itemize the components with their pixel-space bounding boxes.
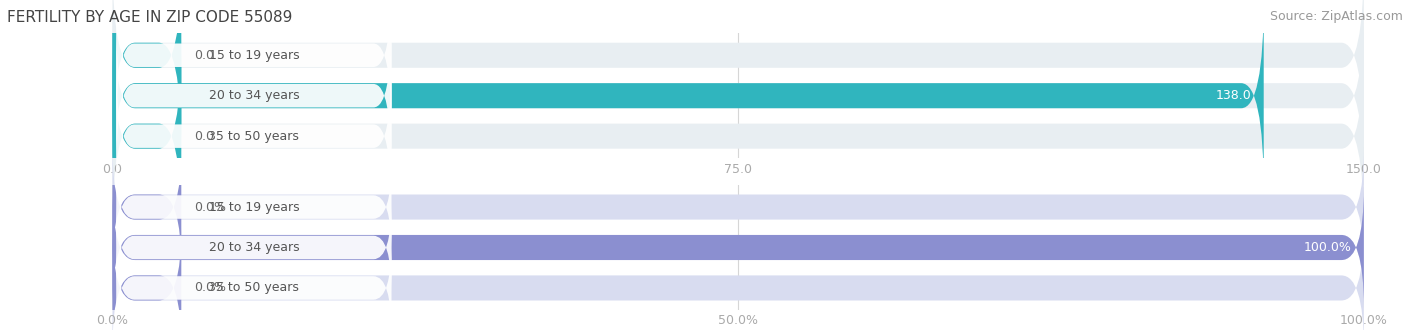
Text: 35 to 50 years: 35 to 50 years [208,281,299,294]
Text: 20 to 34 years: 20 to 34 years [208,241,299,254]
Text: 20 to 34 years: 20 to 34 years [208,89,299,102]
FancyBboxPatch shape [112,0,1264,192]
FancyBboxPatch shape [112,0,181,152]
FancyBboxPatch shape [112,147,1364,267]
FancyBboxPatch shape [112,40,1364,233]
Text: 100.0%: 100.0% [1303,241,1351,254]
FancyBboxPatch shape [117,60,391,212]
FancyBboxPatch shape [117,160,391,253]
FancyBboxPatch shape [117,0,391,131]
Text: 0.0: 0.0 [194,130,214,143]
FancyBboxPatch shape [112,228,181,330]
FancyBboxPatch shape [117,242,391,330]
FancyBboxPatch shape [112,0,1364,192]
FancyBboxPatch shape [112,187,1364,308]
FancyBboxPatch shape [112,0,1364,152]
FancyBboxPatch shape [112,40,181,233]
Text: Source: ZipAtlas.com: Source: ZipAtlas.com [1270,10,1403,23]
FancyBboxPatch shape [112,187,1364,308]
Text: 138.0: 138.0 [1215,89,1251,102]
FancyBboxPatch shape [112,228,1364,330]
FancyBboxPatch shape [117,20,391,171]
FancyBboxPatch shape [112,147,181,267]
Text: 0.0%: 0.0% [194,201,226,214]
Text: 0.0%: 0.0% [194,281,226,294]
Text: 0.0: 0.0 [194,49,214,62]
FancyBboxPatch shape [117,201,391,294]
Text: 15 to 19 years: 15 to 19 years [208,201,299,214]
Text: 35 to 50 years: 35 to 50 years [208,130,299,143]
Text: FERTILITY BY AGE IN ZIP CODE 55089: FERTILITY BY AGE IN ZIP CODE 55089 [7,10,292,25]
Text: 15 to 19 years: 15 to 19 years [208,49,299,62]
